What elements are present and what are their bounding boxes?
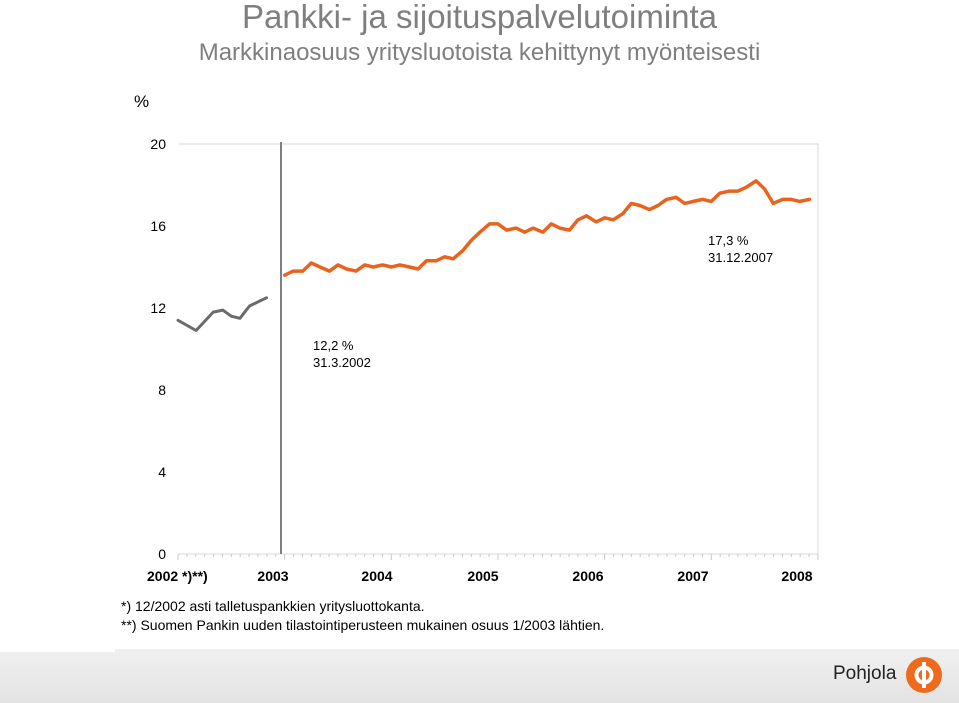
footnote-1: *) 12/2002 asti talletuspankkien yritysl… bbox=[121, 598, 425, 614]
x-tick-label: 2006 bbox=[572, 568, 603, 584]
y-axis-label: % bbox=[134, 92, 150, 111]
y-tick-label: 4 bbox=[158, 464, 166, 480]
x-tick-label: 2002 *)**) bbox=[147, 568, 208, 584]
x-tick-label: 2008 bbox=[781, 568, 812, 584]
y-tick-label: 20 bbox=[150, 136, 166, 152]
x-tick-label: 2004 bbox=[361, 568, 392, 584]
chart-subtitle: Markkinaosuus yritysluotoista kehittynyt… bbox=[198, 39, 761, 66]
series-line-2002 bbox=[176, 296, 268, 332]
y-tick-label: 12 bbox=[150, 300, 166, 316]
chart-title: Pankki- ja sijoituspalvelutoiminta bbox=[241, 0, 718, 35]
x-tick-label: 2007 bbox=[677, 568, 708, 584]
y-tick-label: 8 bbox=[158, 382, 166, 398]
annotation-value: 12,2 % bbox=[313, 338, 354, 353]
plot-frame bbox=[178, 143, 819, 555]
y-tick-label: 16 bbox=[150, 218, 166, 234]
annotation-date: 31.3.2002 bbox=[313, 355, 371, 370]
y-tick-label: 0 bbox=[158, 546, 166, 562]
footer-strip bbox=[0, 649, 115, 652]
footnote-2: **) Suomen Pankin uuden tilastointiperus… bbox=[121, 617, 605, 633]
annotation-date: 31.12.2007 bbox=[708, 250, 773, 265]
brand-name: Pohjola bbox=[833, 663, 897, 684]
series-line-2003-2008 bbox=[282, 179, 812, 277]
pohjola-op-logo-icon bbox=[906, 657, 942, 693]
footer-bar bbox=[0, 649, 959, 703]
x-tick-label: 2005 bbox=[467, 568, 498, 584]
x-tick-label: 2003 bbox=[257, 568, 288, 584]
x-axis-ticks bbox=[177, 554, 819, 560]
annotation-value: 17,3 % bbox=[708, 233, 749, 248]
